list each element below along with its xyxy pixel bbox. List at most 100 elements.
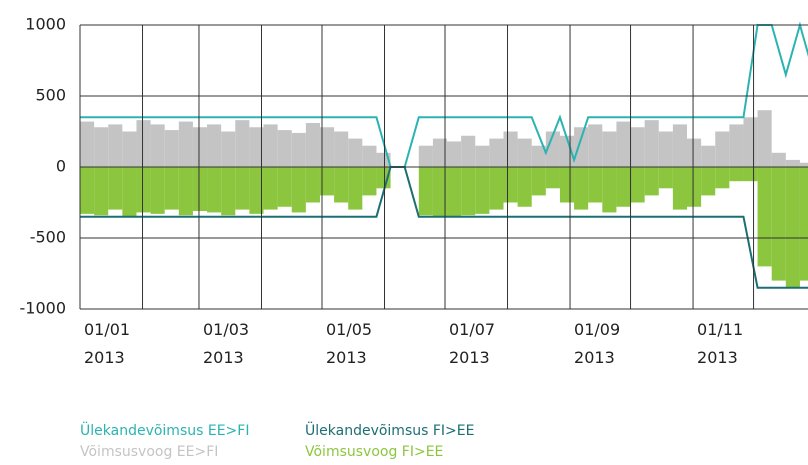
- flow-bar: [616, 167, 631, 207]
- flow-bar: [108, 124, 123, 167]
- flow-bar: [630, 167, 645, 203]
- flow-bar: [348, 138, 363, 167]
- flow-bar: [319, 127, 335, 167]
- flow-bar: [136, 120, 151, 167]
- bars: [80, 110, 808, 288]
- y-tick-label: 1000: [25, 15, 66, 34]
- flow-bar: [602, 167, 617, 213]
- flow-bar: [559, 135, 575, 167]
- flow-bar: [319, 167, 335, 196]
- flow-bar: [489, 167, 504, 210]
- x-tick-label: 01/03 2013: [203, 320, 249, 367]
- flow-bar: [277, 130, 292, 167]
- x-tick-line: 01/07: [449, 320, 495, 339]
- flow-bar: [785, 167, 800, 288]
- x-tick-line: 01/09: [574, 320, 620, 339]
- flow-bar: [687, 138, 702, 167]
- flow-bar: [447, 167, 462, 217]
- flow-bar: [503, 167, 518, 203]
- legend-entry: Võimsusvoog EE>FI: [80, 444, 218, 460]
- flow-bar: [122, 167, 137, 217]
- flow-bar: [94, 127, 109, 167]
- flow-bar: [80, 121, 95, 167]
- flow-bar: [249, 127, 264, 167]
- flow-bar: [503, 131, 518, 167]
- flow-bar: [305, 122, 320, 167]
- flow-bar: [602, 131, 617, 167]
- flow-bar: [164, 130, 179, 167]
- x-tick-label: 01/11 2013: [697, 320, 743, 367]
- flow-bar: [150, 167, 165, 214]
- flow-bar: [574, 127, 589, 167]
- flow-bar: [715, 167, 730, 189]
- flow-bar: [178, 167, 193, 216]
- flow-bar: [517, 167, 532, 207]
- flow-bar: [461, 135, 476, 167]
- flow-bar: [305, 167, 320, 203]
- x-tick-label: 01/09 2013: [574, 320, 620, 367]
- flow-bar: [221, 131, 236, 167]
- flow-bar: [757, 167, 772, 267]
- flow-bar: [489, 138, 504, 167]
- flow-bar: [475, 145, 490, 167]
- y-tick-label: -500: [30, 228, 66, 247]
- flow-bar: [192, 127, 208, 167]
- flow-bar: [531, 167, 546, 196]
- x-tick-label: 01/07 2013: [449, 320, 495, 367]
- flow-bar: [545, 167, 560, 189]
- y-tick-label: 0: [56, 157, 66, 176]
- x-tick-label: 01/01 2013: [84, 320, 130, 367]
- flow-bar: [136, 167, 151, 213]
- flow-bar: [362, 145, 377, 167]
- flow-bar: [574, 167, 589, 210]
- flow-bar: [771, 167, 786, 281]
- x-tick-line: 2013: [326, 348, 367, 367]
- flow-bar: [461, 167, 476, 216]
- flow-bar: [799, 162, 808, 167]
- flow-bar: [771, 152, 786, 167]
- flow-bar: [178, 121, 193, 167]
- flow-bar: [263, 167, 278, 210]
- flow-bar: [235, 167, 250, 210]
- x-tick-line: 01/05: [326, 320, 372, 339]
- flow-bar: [644, 120, 659, 167]
- flow-bar: [658, 167, 673, 189]
- flow-bar: [249, 167, 264, 214]
- y-tick-label: -1000: [20, 299, 67, 318]
- lines: [80, 21, 808, 289]
- flow-bar: [729, 167, 744, 182]
- flow-bar: [432, 167, 448, 217]
- flow-bar: [291, 167, 306, 213]
- flow-bar: [192, 167, 208, 212]
- flow-bar: [164, 167, 179, 210]
- flow-bar: [235, 120, 250, 167]
- flow-bar: [150, 124, 165, 167]
- x-tick-line: 01/03: [203, 320, 249, 339]
- x-tick-line: 2013: [697, 348, 738, 367]
- legend-entry: Ülekandevõimsus EE>FI: [80, 421, 249, 439]
- grid: [79, 24, 808, 310]
- flow-bar: [701, 167, 716, 196]
- flow-bar: [785, 159, 800, 167]
- flow-bar: [362, 167, 377, 196]
- flow-bar: [658, 131, 673, 167]
- flow-bar: [757, 110, 772, 167]
- flow-bar: [729, 124, 744, 167]
- flow-bar: [531, 145, 546, 167]
- flow-bar: [517, 138, 532, 167]
- flow-bar: [348, 167, 363, 210]
- y-tick-label: 500: [35, 86, 66, 105]
- legend-entry: Võimsusvoog FI>EE: [305, 444, 443, 460]
- x-tick-line: 2013: [449, 348, 490, 367]
- flow-bar: [743, 117, 758, 167]
- flow-bar: [263, 124, 278, 167]
- flow-bar: [475, 167, 490, 214]
- flow-bar: [630, 127, 645, 167]
- flow-bar: [687, 167, 702, 207]
- flow-bar: [291, 132, 306, 167]
- flow-bar: [715, 131, 730, 167]
- flow-bar: [94, 167, 109, 216]
- flow-bar: [221, 167, 236, 216]
- flow-bar: [588, 124, 603, 167]
